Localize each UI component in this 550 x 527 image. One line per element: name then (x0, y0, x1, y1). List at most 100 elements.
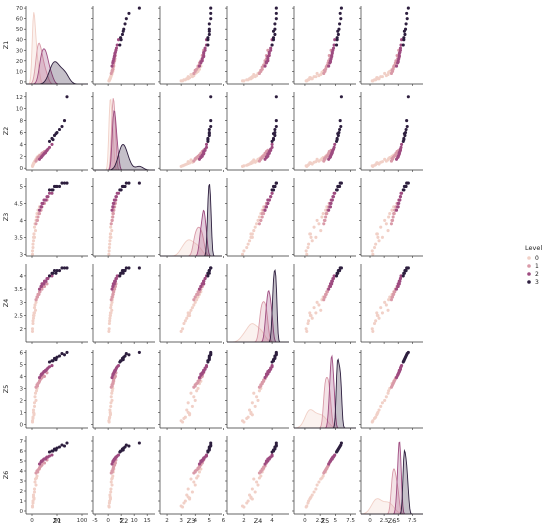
point-Z2-Z5-level-3-3 (137, 350, 141, 354)
point-Z1-Z6-level-0-4 (34, 483, 38, 487)
point-Z2-Z4-level-0-4 (110, 300, 114, 304)
point-Z2-Z1-level-1-6 (109, 71, 113, 76)
ytick-label-Z3: 4 (19, 218, 23, 224)
point-Z5-Z3-level-0-11 (304, 249, 308, 253)
point-Z4-Z2-level-3-8 (271, 132, 276, 136)
point-Z5-Z6-level-3-9 (335, 449, 339, 453)
point-Z3-Z5-level-0-13 (186, 401, 190, 405)
point-Z2-Z3-level-3-3 (137, 181, 141, 185)
point-Z4-Z6-level-3-3 (274, 441, 278, 445)
point-Z5-Z1-level-2-9 (331, 46, 336, 50)
point-Z3-Z5-level-1-11 (193, 384, 197, 388)
point-Z1-Z4-level-3-1 (55, 269, 59, 273)
point-Z2-Z5-level-3-7 (127, 353, 131, 357)
point-Z2-Z3-level-3-9 (119, 188, 123, 192)
point-Z5-Z3-level-0-6 (317, 222, 321, 226)
point-Z6-Z3-level-0-6 (384, 222, 388, 226)
ytick-label-Z1: 70 (16, 6, 24, 12)
point-Z1-Z5-level-2-8 (37, 376, 42, 380)
point-Z2-Z3-level-1-6 (109, 222, 113, 226)
point-Z2-Z3-level-1-3 (111, 215, 115, 219)
point-Z2-Z3-level-0-13 (109, 235, 113, 239)
point-Z4-Z3-level-0-14 (257, 215, 261, 219)
point-Z1-Z3-level-2-12 (39, 205, 44, 209)
point-Z5-Z1-level-1-6 (322, 71, 326, 76)
point-Z3-Z4-level-3-7 (209, 266, 213, 270)
point-Z3-Z2-level-2-8 (197, 157, 201, 161)
point-Z5-Z1-level-3-5 (338, 22, 342, 26)
point-Z1-Z4-level-0-3 (30, 329, 35, 333)
point-Z4-Z2-level-2-9 (269, 147, 273, 151)
point-Z5-Z4-level-1-6 (322, 298, 326, 302)
point-Z1-Z5-level-1-11 (35, 384, 40, 388)
point-Z6-Z1-level-2-9 (398, 46, 403, 50)
point-Z3-Z1-level-2-11 (202, 51, 206, 55)
ytick-label-Z1: 50 (16, 27, 24, 33)
point-Z1-Z3-level-0-2 (32, 225, 37, 229)
point-Z3-Z6-level-0-4 (193, 483, 197, 487)
point-Z1-Z4-level-2-12 (39, 284, 44, 289)
point-Z5-Z4-level-0-5 (308, 311, 312, 315)
point-Z3-Z6-level-0-11 (181, 505, 185, 509)
point-Z6-Z3-level-3-9 (402, 188, 406, 192)
point-Z1-Z3-level-1-6 (34, 222, 38, 226)
point-Z6-Z5-level-0-10 (386, 391, 390, 395)
point-Z5-Z6-level-3-3 (339, 441, 343, 445)
ytick-label-Z6: 0 (19, 509, 23, 515)
point-Z2-Z3-level-2-11 (113, 198, 117, 202)
point-Z2-Z5-level-1-11 (110, 384, 114, 388)
point-Z5-Z3-level-0-4 (315, 218, 319, 222)
point-Z5-Z3-level-1-6 (322, 222, 326, 226)
point-Z2-Z4-level-3-8 (121, 271, 125, 275)
point-Z2-Z4-level-3-3 (137, 266, 141, 270)
point-Z1-Z3-level-2-9 (46, 195, 50, 199)
point-Z1-Z6-level-3-5 (57, 445, 62, 449)
point-Z1-Z6-level-0-7 (31, 499, 35, 503)
point-Z1-Z6-level-3-9 (51, 449, 55, 453)
point-Z5-Z4-level-1-11 (322, 295, 326, 299)
point-Z5-Z1-level-2-10 (330, 55, 334, 59)
point-Z6-Z4-level-0-14 (387, 298, 391, 302)
point-Z3-Z5-level-3-9 (206, 359, 210, 363)
point-Z4-Z5-level-0-15 (249, 412, 253, 416)
point-Z2-Z3-level-0-10 (110, 229, 114, 233)
point-Z2-Z6-level-3-5 (123, 445, 127, 449)
point-Z5-Z6-level-3-7 (338, 444, 342, 448)
point-Z1-Z3-level-0-9 (31, 239, 36, 243)
point-Z6-Z5-level-2-12 (396, 372, 400, 376)
point-Z6-Z2-level-3-7 (405, 119, 409, 123)
point-Z6-Z1-level-1-6 (389, 71, 393, 76)
point-Z6-Z5-level-0-14 (387, 389, 391, 393)
point-Z4-Z5-level-0-7 (246, 415, 250, 419)
point-Z5-Z4-level-2-9 (331, 276, 336, 281)
point-Z1-Z2-level-0-15 (32, 161, 36, 165)
legend-marker-1 (527, 264, 531, 268)
point-Z5-Z3-level-0-1 (309, 235, 313, 239)
xtick-label-Z5: 2.5 (316, 518, 325, 524)
ytick-label-Z4: 3.5 (14, 287, 23, 293)
point-Z5-Z3-level-2-6 (329, 201, 333, 205)
point-Z1-Z6-level-3-6 (47, 450, 52, 454)
point-Z5-Z6-level-0-7 (307, 499, 311, 503)
point-Z4-Z2-level-1-10 (262, 154, 266, 158)
point-Z6-Z5-level-0-2 (379, 404, 383, 408)
point-Z6-Z1-level-0-14 (387, 70, 391, 74)
point-Z4-Z3-level-0-11 (242, 249, 246, 253)
point-Z6-Z5-level-1-10 (393, 378, 397, 382)
point-Z4-Z6-level-0-14 (257, 476, 261, 480)
point-Z6-Z1-level-2-7 (400, 38, 404, 42)
point-Z3-Z1-level-2-8 (197, 64, 201, 68)
point-Z1-Z2-level-3-5 (57, 127, 62, 132)
point-Z6-Z3-level-2-8 (394, 208, 399, 212)
point-Z4-Z2-level-0-15 (249, 161, 253, 165)
point-Z1-Z6-level-2-11 (43, 457, 48, 461)
point-Z1-Z5-level-0-13 (32, 401, 37, 405)
point-Z5-Z6-level-2-8 (327, 462, 331, 466)
xtick-label-Z3: 2 (165, 518, 169, 524)
point-Z6-Z1-level-0-13 (380, 75, 384, 79)
point-Z3-Z1-level-1-11 (193, 68, 197, 72)
point-Z5-Z2-level-3-2 (339, 124, 343, 129)
point-Z5-Z4-level-0-15 (308, 314, 312, 318)
point-Z6-Z5-level-2-8 (394, 376, 399, 380)
